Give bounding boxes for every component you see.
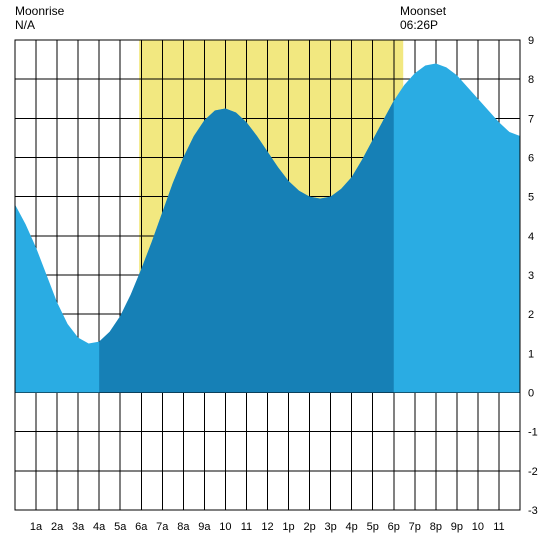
- moonrise-label: Moonrise: [15, 4, 64, 18]
- y-tick-label: 3: [528, 270, 534, 282]
- x-tick-label: 9p: [451, 521, 463, 533]
- x-tick-label: 2p: [303, 521, 315, 533]
- moonset-value: 06:26P: [400, 18, 446, 32]
- moonrise-block: Moonrise N/A: [15, 4, 64, 33]
- x-tick-label: 8a: [177, 521, 190, 533]
- y-tick-label: 0: [528, 388, 534, 400]
- moonrise-value: N/A: [15, 18, 64, 32]
- x-tick-label: 4p: [346, 521, 358, 533]
- x-tick-label: 5a: [114, 521, 127, 533]
- moonset-label: Moonset: [400, 4, 446, 18]
- x-tick-label: 11: [493, 521, 504, 533]
- x-tick-label: 1a: [30, 521, 43, 533]
- x-tick-label: 7a: [156, 521, 169, 533]
- y-tick-label: -2: [528, 466, 538, 478]
- x-tick-label: 6a: [135, 521, 148, 533]
- x-tick-label: 10: [472, 521, 484, 533]
- y-tick-label: 2: [528, 309, 534, 321]
- y-tick-label: 4: [528, 231, 534, 243]
- y-tick-label: 6: [528, 153, 534, 165]
- x-tick-label: 12: [261, 521, 273, 533]
- x-tick-label: 8p: [430, 521, 442, 533]
- y-tick-label: 8: [528, 74, 534, 86]
- y-tick-label: 9: [528, 35, 534, 47]
- y-tick-label: 5: [528, 192, 534, 204]
- moonset-block: Moonset 06:26P: [400, 4, 446, 33]
- x-tick-label: 6p: [388, 521, 400, 533]
- tide-chart: Moonrise N/A Moonset 06:26P -3-2-1012345…: [0, 0, 550, 550]
- x-tick-label: 2a: [51, 521, 64, 533]
- x-tick-label: 5p: [367, 521, 379, 533]
- x-tick-label: 3a: [72, 521, 85, 533]
- x-tick-label: 3p: [325, 521, 337, 533]
- x-tick-label: 9a: [198, 521, 211, 533]
- y-tick-label: -3: [528, 505, 538, 517]
- x-tick-label: 10: [219, 521, 231, 533]
- x-tick-label: 7p: [409, 521, 421, 533]
- x-tick-label: 11: [241, 521, 252, 533]
- y-tick-label: -1: [528, 427, 538, 439]
- y-tick-label: 1: [528, 348, 534, 360]
- y-tick-label: 7: [528, 113, 534, 125]
- x-tick-label: 4a: [93, 521, 106, 533]
- chart-svg: -3-2-101234567891a2a3a4a5a6a7a8a9a101112…: [0, 0, 550, 550]
- x-tick-label: 1p: [282, 521, 294, 533]
